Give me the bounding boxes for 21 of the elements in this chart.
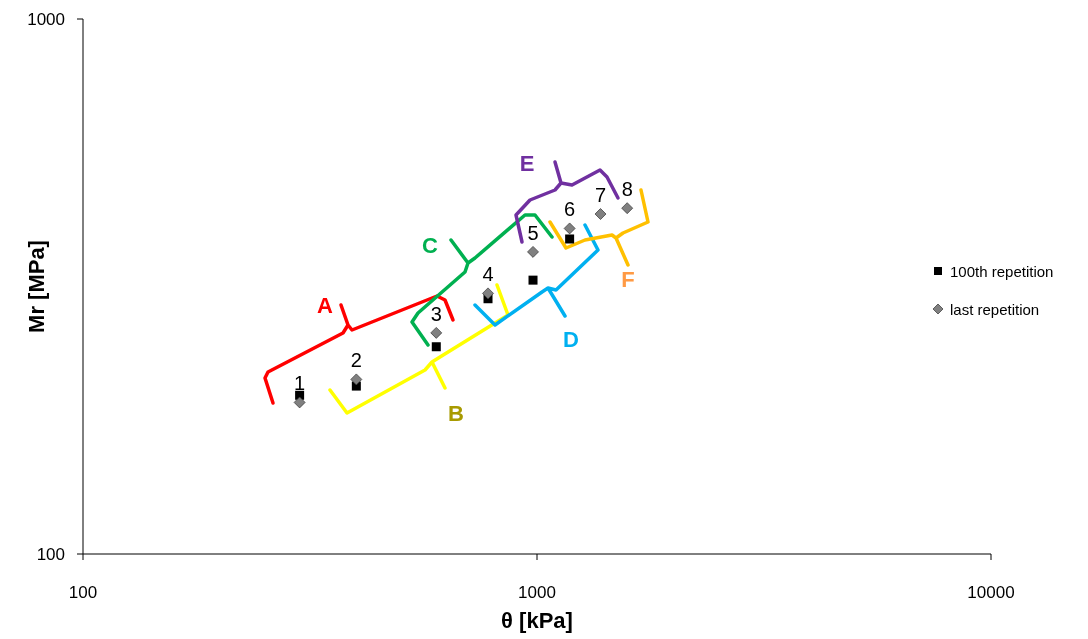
annotation: D: [563, 327, 579, 352]
annotation: 5: [527, 221, 539, 244]
legend-label: last repetition: [950, 301, 1040, 318]
x-tick-label: 10000: [967, 583, 1015, 602]
annotation: C: [422, 233, 439, 258]
annotation: B: [448, 401, 464, 426]
annotation: 8: [621, 178, 633, 201]
annotation: E: [519, 151, 535, 176]
annotation: 7: [594, 184, 607, 207]
annotation: F: [621, 267, 635, 292]
annotation: 6: [564, 198, 576, 221]
x-tick-label: 1000: [518, 583, 556, 602]
annotation: 3: [430, 302, 442, 325]
x-tick-label: 100: [68, 583, 98, 602]
annotation: A: [317, 293, 334, 318]
annotation: 4: [482, 263, 494, 286]
y-axis-title: Mr [MPa]: [24, 240, 49, 333]
annotation: 1: [294, 372, 306, 395]
annotation: 2: [350, 349, 362, 372]
legend-label: 100th repetition: [950, 263, 1054, 280]
x-axis-title: θ [kPa]: [501, 608, 573, 633]
